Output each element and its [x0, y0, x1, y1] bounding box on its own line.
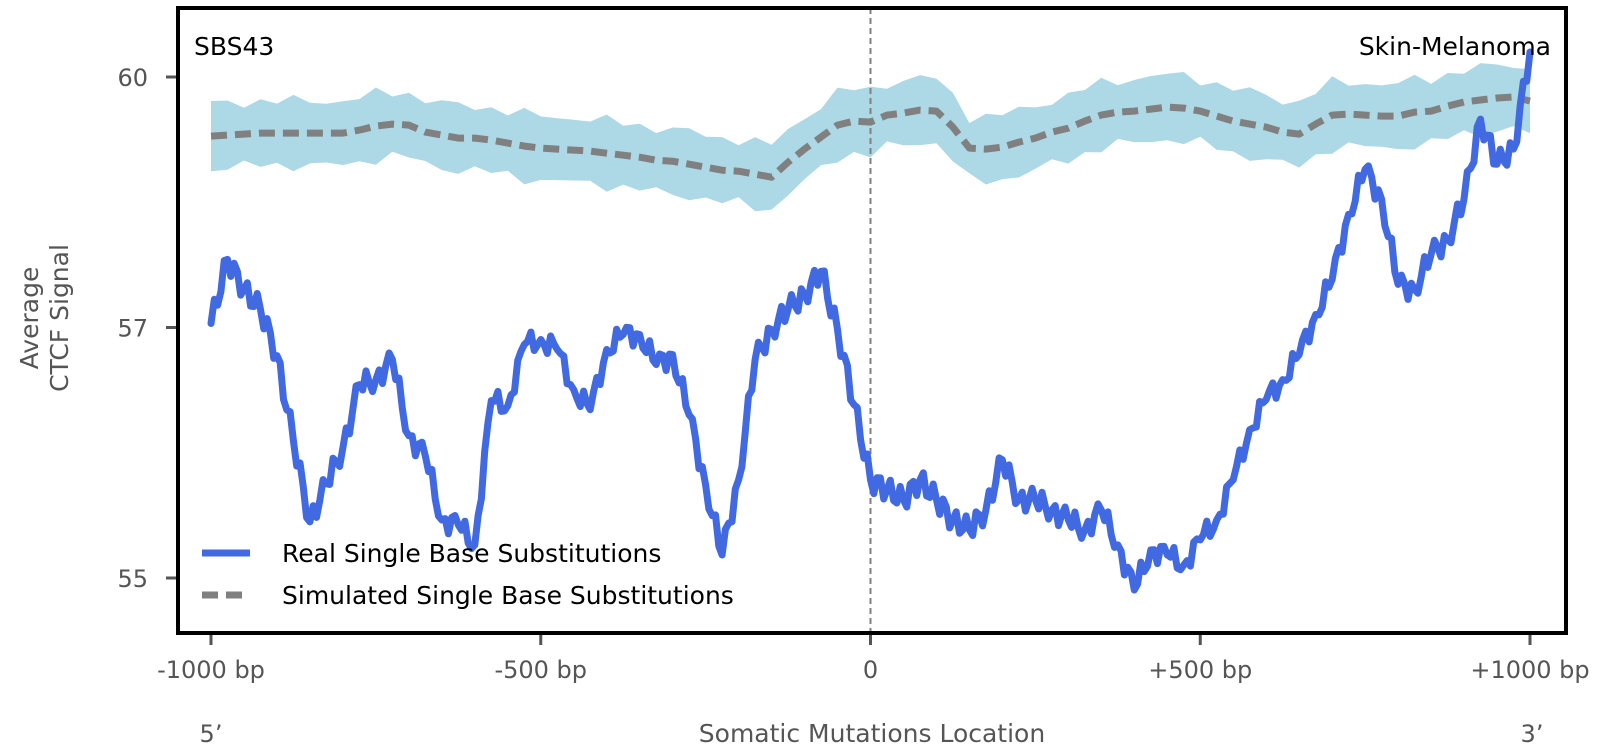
simulated-confidence-band-layer — [211, 63, 1530, 212]
legend-label-simulated: Simulated Single Base Substitutions — [282, 581, 734, 610]
x-tick-label: +1000 bp — [1470, 656, 1589, 684]
cancer-type-label: Skin-Melanoma — [1359, 32, 1551, 61]
real-series-layer — [207, 48, 1534, 594]
three-prime-label: 3’ — [1521, 720, 1544, 748]
legend: Real Single Base Substitutions Simulated… — [202, 539, 734, 610]
x-tick-label: -500 bp — [494, 656, 587, 684]
y-axis-title-line2: CTCF Signal — [45, 244, 74, 392]
y-tick-label: 60 — [117, 64, 148, 92]
y-tick-label: 55 — [117, 565, 148, 593]
plot-frame — [176, 6, 1568, 635]
five-prime-label: 5’ — [200, 720, 223, 748]
x-tick-label: +500 bp — [1148, 656, 1252, 684]
x-tick-label: 0 — [863, 656, 878, 684]
x-axis: -1000 bp -500 bp 0 +500 bp +1000 bp — [157, 635, 1590, 684]
y-axis-title-line1: Average — [15, 267, 44, 370]
signature-label: SBS43 — [194, 32, 274, 61]
y-axis: 55 57 60 — [117, 64, 176, 593]
legend-label-real: Real Single Base Substitutions — [282, 539, 661, 568]
x-axis-title: Somatic Mutations Location — [699, 719, 1045, 748]
simulated-series-line — [210, 93, 1531, 181]
y-tick-label: 57 — [117, 315, 148, 343]
simulated-band — [211, 63, 1530, 212]
x-tick-label: -1000 bp — [157, 656, 265, 684]
simulated-series-layer — [210, 93, 1531, 181]
